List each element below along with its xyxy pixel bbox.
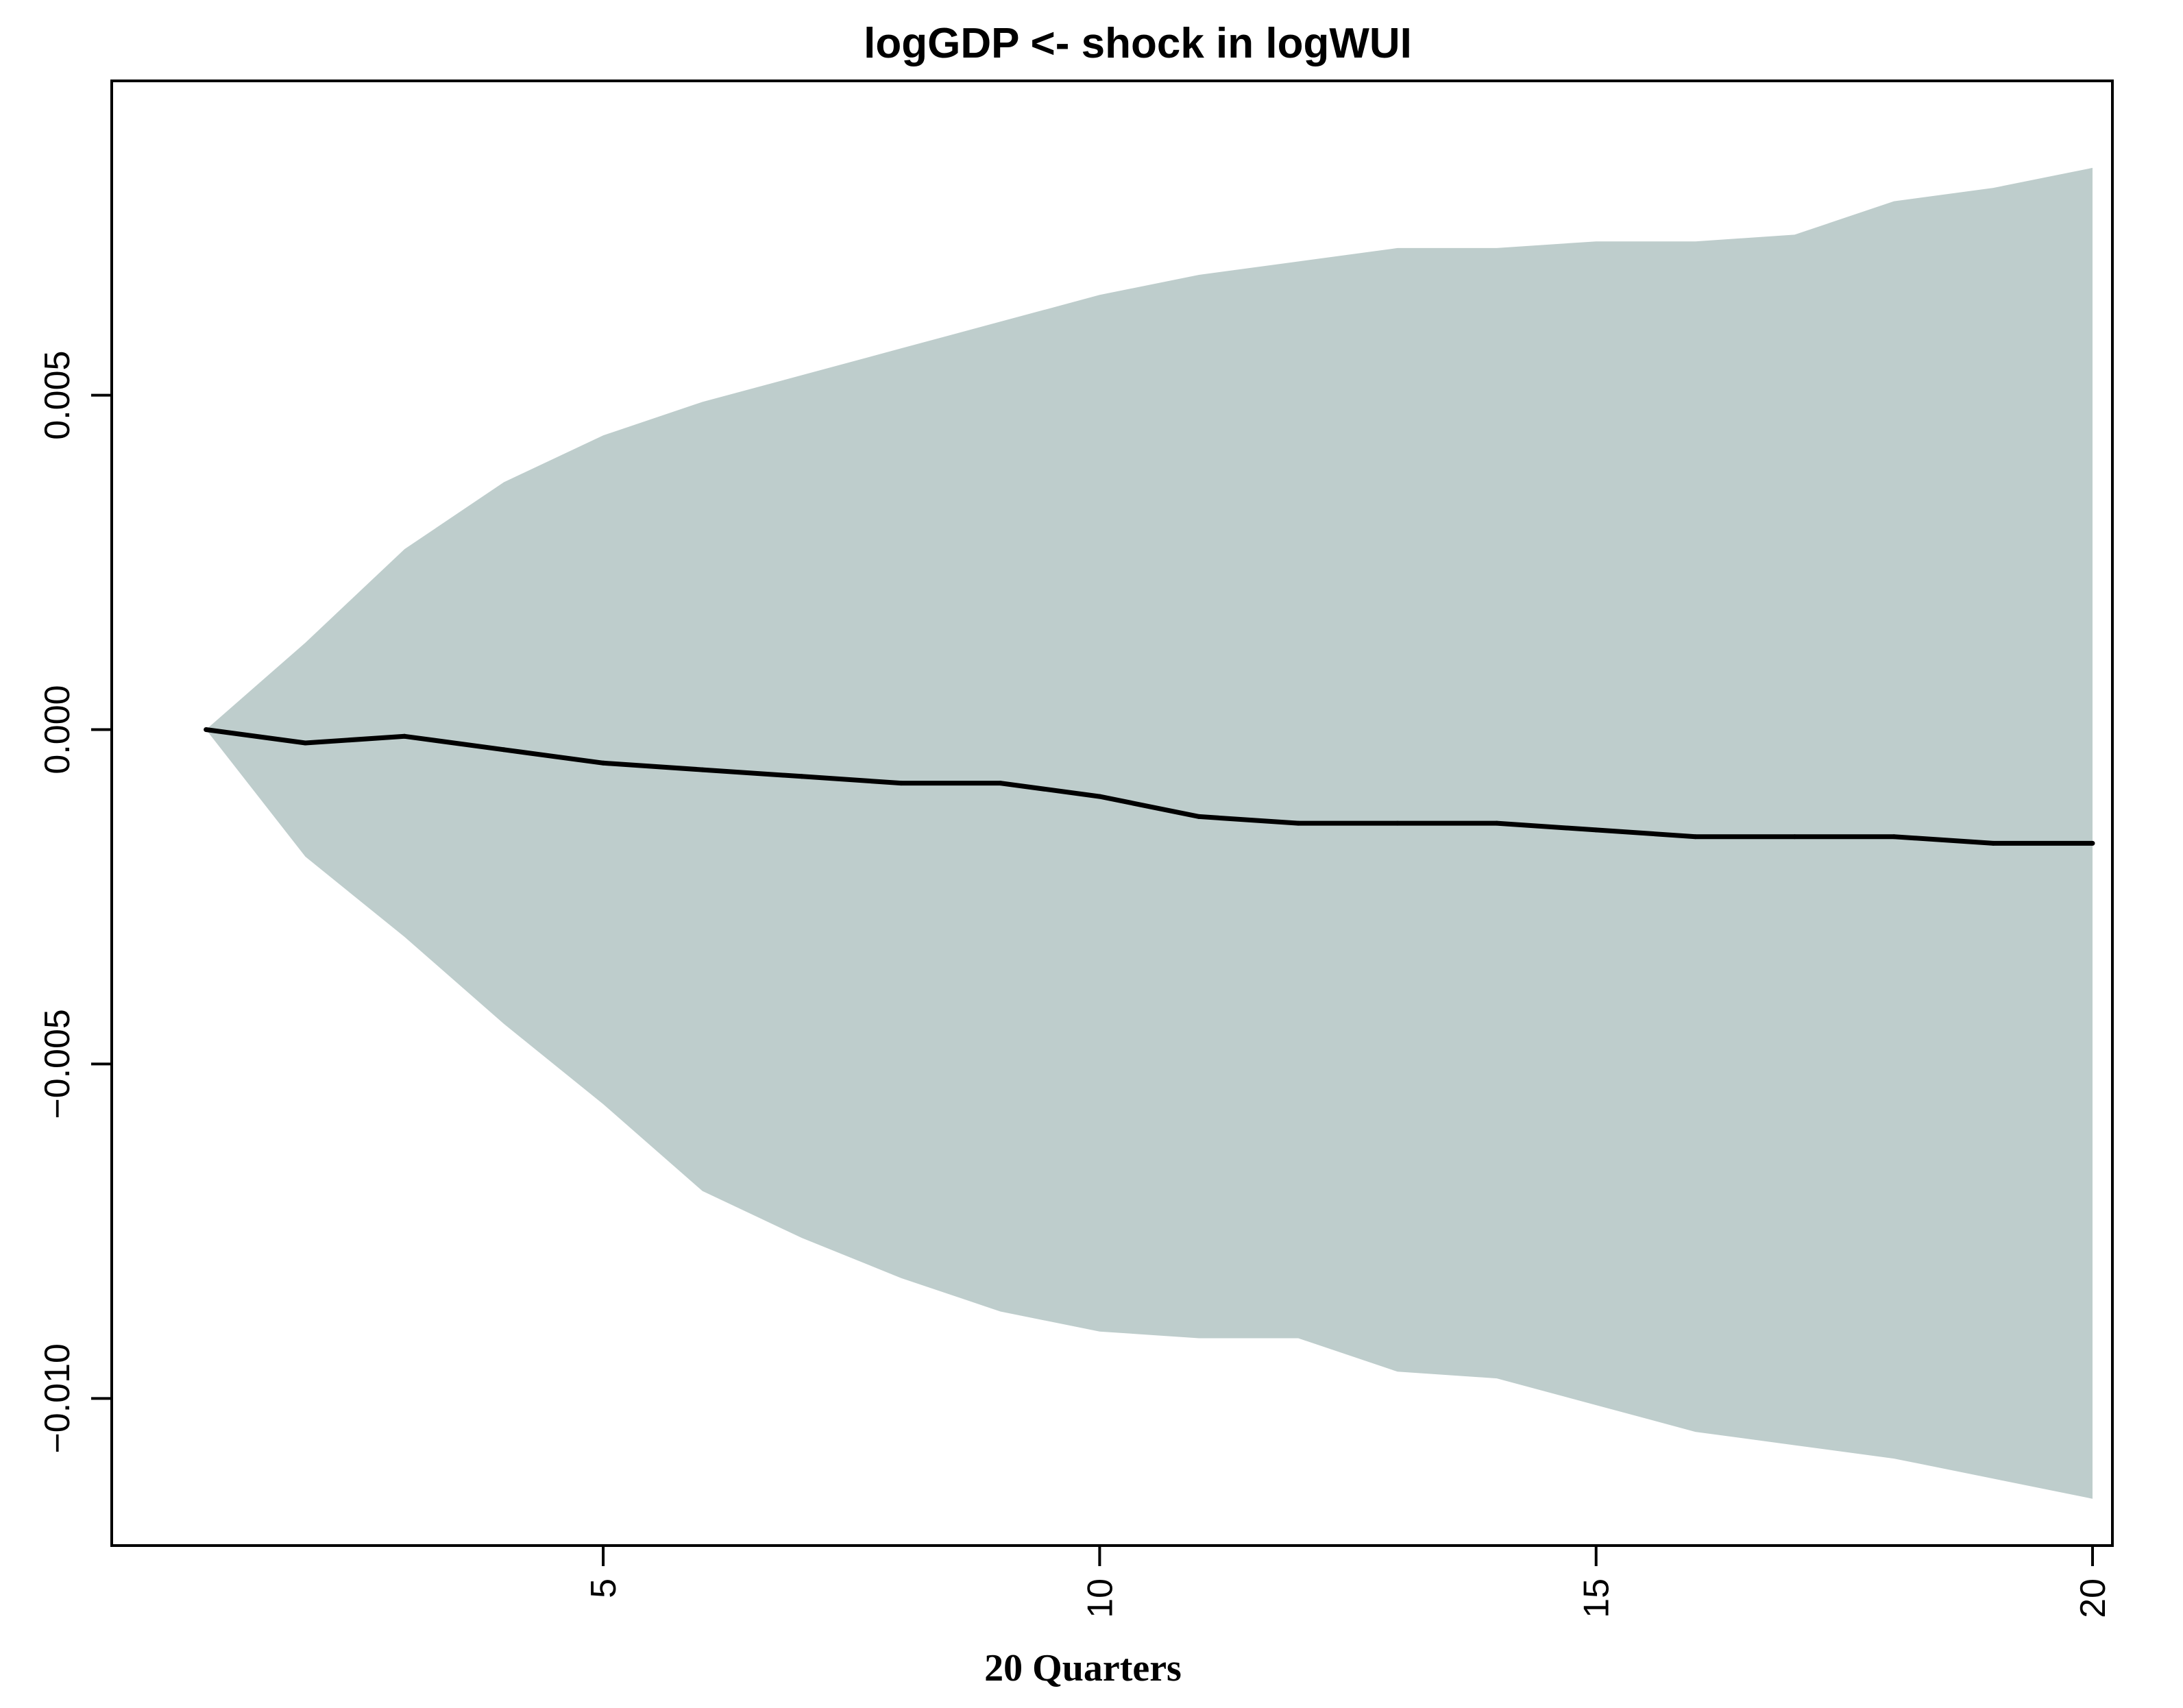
irf-point xyxy=(204,727,209,732)
irf-point xyxy=(303,740,308,746)
y-tick-label: −0.010 xyxy=(38,1343,77,1454)
irf-point xyxy=(1891,834,1897,840)
x-axis-label: 20 Quarters xyxy=(984,1647,1182,1689)
x-tick-label: 20 xyxy=(2073,1578,2113,1618)
irf-point xyxy=(1494,820,1500,826)
irf-point xyxy=(700,767,705,772)
x-tick-label: 15 xyxy=(1577,1578,1617,1618)
irf-point xyxy=(1196,814,1202,819)
irf-point xyxy=(402,733,407,739)
irf-point xyxy=(998,781,1003,786)
irf-point xyxy=(501,747,507,753)
irf-point xyxy=(799,774,805,779)
irf-point xyxy=(1990,840,1996,846)
irf-point xyxy=(1594,827,1599,833)
irf-point xyxy=(1693,834,1698,840)
y-tick-label: 0.005 xyxy=(38,351,77,440)
x-axis: 5 10 15 20 xyxy=(584,1546,2113,1618)
irf-point xyxy=(1395,820,1400,826)
irf-line xyxy=(206,727,2093,846)
irf-point xyxy=(899,781,904,786)
irf-point xyxy=(1097,794,1102,799)
plot-frame xyxy=(110,80,2114,1547)
x-tick-label: 5 xyxy=(584,1578,624,1598)
chart-title: logGDP <- shock in logWUI xyxy=(864,20,1412,67)
series-line-layer xyxy=(204,727,2095,846)
irf-point xyxy=(1295,820,1301,826)
irf-point xyxy=(2090,840,2095,846)
y-tick-label: 0.000 xyxy=(38,685,77,774)
y-axis: −0.010 −0.005 0.000 0.005 xyxy=(38,351,112,1454)
confidence-band-layer xyxy=(206,167,2093,1499)
confidence-band xyxy=(206,167,2093,1499)
y-tick-label: −0.005 xyxy=(38,1009,77,1119)
irf-point xyxy=(1792,834,1797,840)
irf-point xyxy=(600,760,606,766)
x-tick-label: 10 xyxy=(1080,1578,1120,1618)
